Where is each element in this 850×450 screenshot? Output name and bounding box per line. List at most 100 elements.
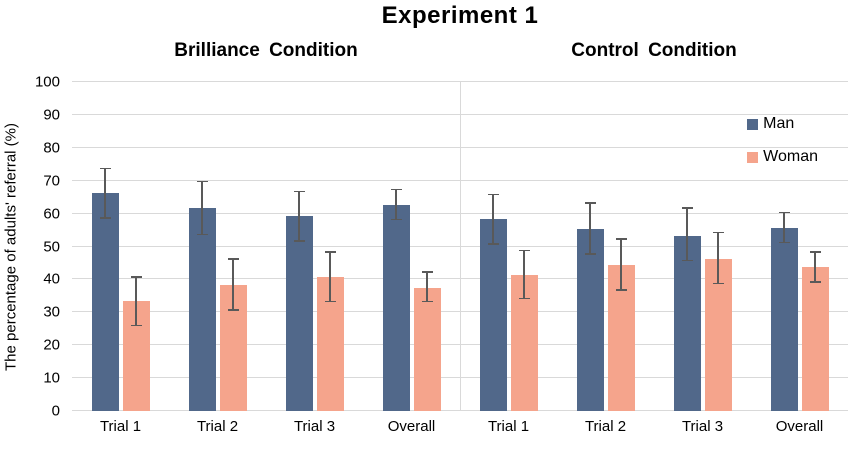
error-bar-man bbox=[196, 180, 208, 236]
y-axis-label: The percentage of adults' referral (%) bbox=[2, 122, 20, 371]
error-bar-woman bbox=[130, 276, 142, 327]
bar-man bbox=[479, 218, 507, 411]
x-label-trial-3: Trial 3 bbox=[293, 418, 336, 435]
error-bar-woman bbox=[615, 238, 627, 291]
y-tick-90: 90 bbox=[43, 106, 60, 124]
error-bar-stem bbox=[104, 167, 106, 219]
bar-woman bbox=[413, 288, 441, 411]
y-axis-label-box: The percentage of adults' referral (%) bbox=[0, 82, 22, 411]
y-tick-60: 60 bbox=[43, 205, 60, 223]
error-bar-stem bbox=[135, 276, 137, 327]
panel-header-brilliance: Brilliance Condition bbox=[174, 40, 358, 61]
bar-group-control-overall bbox=[770, 82, 829, 411]
legend-item-woman: Woman bbox=[747, 149, 818, 165]
x-label-trial-2: Trial 2 bbox=[584, 418, 627, 435]
panel-brilliance bbox=[72, 82, 460, 411]
error-bar-stem bbox=[589, 202, 591, 255]
legend-label-woman: Woman bbox=[763, 148, 818, 165]
y-axis-tick-labels: 0 10 20 30 40 50 60 70 80 90 100 bbox=[22, 75, 60, 419]
error-bar-stem bbox=[395, 188, 397, 221]
man-color-swatch bbox=[747, 118, 759, 130]
error-bar-woman bbox=[227, 258, 239, 311]
error-bar-man bbox=[681, 207, 693, 262]
bar-group-control-trial-3 bbox=[673, 82, 732, 411]
error-bar-stem bbox=[523, 249, 525, 300]
bars bbox=[188, 82, 247, 411]
x-label-panel-brilliance: Trial 1 Trial 2 Trial 3 Overall bbox=[72, 418, 460, 435]
x-label-overall: Overall bbox=[775, 418, 824, 435]
plot-area: Man Woman bbox=[72, 81, 848, 411]
y-tick-100: 100 bbox=[34, 73, 60, 91]
bars bbox=[479, 82, 538, 411]
error-bar-man bbox=[293, 190, 305, 242]
x-label-trial-3: Trial 3 bbox=[681, 418, 724, 435]
y-tick-80: 80 bbox=[43, 139, 60, 157]
error-bar-stem bbox=[329, 251, 331, 303]
error-bar-man bbox=[584, 202, 596, 255]
bar-group-brilliance-trial-3 bbox=[285, 82, 344, 411]
bar-group-control-trial-2 bbox=[576, 82, 635, 411]
y-tick-30: 30 bbox=[43, 303, 60, 321]
x-label-trial-2: Trial 2 bbox=[196, 418, 239, 435]
bar-man bbox=[91, 192, 119, 411]
bar-group-control-trial-1 bbox=[479, 82, 538, 411]
error-bar-stem bbox=[717, 231, 719, 285]
woman-color-swatch bbox=[747, 151, 759, 163]
error-bar-man bbox=[99, 167, 111, 219]
panel-control bbox=[460, 82, 848, 411]
legend-label-man: Man bbox=[763, 115, 795, 132]
bar-woman bbox=[801, 266, 829, 411]
bars bbox=[91, 82, 150, 411]
bar-man bbox=[770, 227, 798, 411]
bar-group-brilliance-overall bbox=[382, 82, 441, 411]
y-tick-20: 20 bbox=[43, 336, 60, 354]
error-bar-stem bbox=[232, 258, 234, 311]
legend-item-man: Man bbox=[747, 116, 818, 132]
y-tick-10: 10 bbox=[43, 369, 60, 387]
bar-man bbox=[188, 207, 216, 411]
error-bar-stem bbox=[783, 211, 785, 244]
bar-man bbox=[285, 215, 313, 411]
error-bar-woman bbox=[712, 231, 724, 285]
gridline-100 bbox=[72, 81, 848, 82]
bar-man bbox=[382, 205, 410, 411]
error-bar-stem bbox=[298, 190, 300, 242]
panel-headers: Brilliance Condition Control Condition bbox=[72, 40, 848, 62]
bar-man bbox=[673, 235, 701, 411]
error-bar-man bbox=[487, 193, 499, 245]
error-bar-stem bbox=[814, 251, 816, 283]
y-tick-70: 70 bbox=[43, 172, 60, 190]
bars bbox=[770, 82, 829, 411]
bar-group-brilliance-trial-2 bbox=[188, 82, 247, 411]
bars bbox=[285, 82, 344, 411]
error-bar-man bbox=[778, 211, 790, 244]
error-bar-woman bbox=[809, 251, 821, 283]
chart-title: Experiment 1 bbox=[381, 2, 539, 29]
error-bar-stem bbox=[201, 180, 203, 235]
y-tick-0: 0 bbox=[51, 402, 60, 420]
bar-man bbox=[576, 229, 604, 411]
error-bar-stem bbox=[686, 207, 688, 262]
bars bbox=[576, 82, 635, 411]
panel-divider bbox=[460, 82, 461, 411]
error-bar-stem bbox=[620, 238, 622, 291]
bar-group-brilliance-trial-1 bbox=[91, 82, 150, 411]
error-bar-woman bbox=[421, 271, 433, 303]
error-bar-woman bbox=[518, 249, 530, 300]
x-axis-labels: Trial 1 Trial 2 Trial 3 Overall Trial 1 Trial… bbox=[72, 418, 848, 435]
error-bar-stem bbox=[426, 271, 428, 303]
panel-header-control: Control Condition bbox=[571, 40, 737, 61]
error-bar-woman bbox=[324, 251, 336, 303]
x-label-overall: Overall bbox=[387, 418, 436, 435]
x-label-trial-1: Trial 1 bbox=[487, 418, 530, 435]
x-label-trial-1: Trial 1 bbox=[99, 418, 142, 435]
y-tick-50: 50 bbox=[43, 238, 60, 255]
error-bar-stem bbox=[492, 193, 494, 245]
bars bbox=[382, 82, 441, 411]
x-label-panel-control: Trial 1 Trial 2 Trial 3 Overall bbox=[460, 418, 848, 435]
error-bar-man bbox=[390, 188, 402, 221]
y-tick-40: 40 bbox=[43, 270, 60, 288]
panels bbox=[72, 82, 848, 411]
legend: Man Woman bbox=[747, 116, 818, 165]
